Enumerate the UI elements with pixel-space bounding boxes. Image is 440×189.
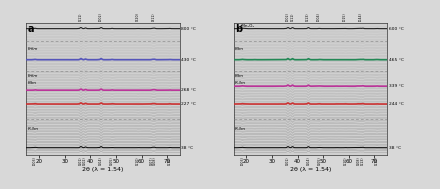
Text: 244 °C: 244 °C	[389, 102, 403, 106]
Text: •Mn₂O₃: •Mn₂O₃	[240, 24, 255, 28]
Text: R-3m: R-3m	[235, 126, 246, 131]
Text: (101): (101)	[78, 156, 82, 165]
Text: Fd̅m: Fd̅m	[235, 74, 244, 78]
Text: R-3m: R-3m	[235, 81, 246, 85]
Text: a: a	[28, 24, 34, 34]
Text: (220): (220)	[136, 12, 140, 21]
Text: (113): (113)	[306, 13, 310, 21]
Text: (111): (111)	[79, 13, 83, 21]
Text: (105): (105)	[110, 156, 114, 165]
Text: (102): (102)	[83, 156, 87, 165]
Text: (105): (105)	[317, 156, 321, 165]
Text: (111): (111)	[290, 13, 294, 21]
Text: Fd̅m: Fd̅m	[28, 81, 37, 85]
Text: (003): (003)	[33, 156, 37, 165]
Text: (113): (113)	[361, 156, 365, 165]
Text: (002): (002)	[286, 12, 290, 21]
Text: Fd̅m: Fd̅m	[235, 47, 244, 51]
Text: (116): (116)	[375, 156, 379, 165]
X-axis label: 2θ (λ = 1.54): 2θ (λ = 1.54)	[82, 167, 124, 172]
Text: (116): (116)	[168, 156, 172, 165]
Text: 465 °C: 465 °C	[389, 58, 404, 62]
Text: (108): (108)	[357, 156, 361, 165]
Text: (110): (110)	[136, 156, 140, 165]
Text: (108): (108)	[153, 156, 157, 165]
Text: (101): (101)	[286, 156, 290, 165]
Text: 227 °C: 227 °C	[181, 102, 196, 106]
Text: R-3m: R-3m	[28, 126, 39, 131]
Text: 600 °C: 600 °C	[389, 27, 403, 31]
Text: 38 °C: 38 °C	[181, 146, 194, 150]
Text: (311): (311)	[152, 13, 156, 21]
Text: 430 °C: 430 °C	[181, 58, 196, 62]
Text: b: b	[235, 24, 242, 34]
Text: 38 °C: 38 °C	[389, 146, 401, 150]
Text: (003): (003)	[240, 156, 244, 165]
Text: Fm̅m: Fm̅m	[28, 74, 38, 78]
Text: (044): (044)	[359, 12, 363, 21]
Text: (002): (002)	[99, 12, 103, 21]
Text: (104): (104)	[99, 156, 103, 165]
Text: Fm̅m: Fm̅m	[28, 47, 38, 51]
Text: 800 °C: 800 °C	[181, 27, 196, 31]
Text: 268 °C: 268 °C	[181, 88, 196, 92]
X-axis label: 2θ (λ = 1.54): 2θ (λ = 1.54)	[290, 167, 331, 172]
Text: (107): (107)	[150, 156, 154, 165]
Text: (004): (004)	[317, 12, 321, 21]
Text: (104): (104)	[306, 156, 310, 165]
Text: 339 °C: 339 °C	[389, 84, 403, 88]
Text: (110): (110)	[344, 156, 348, 165]
Text: (015): (015)	[343, 13, 347, 21]
